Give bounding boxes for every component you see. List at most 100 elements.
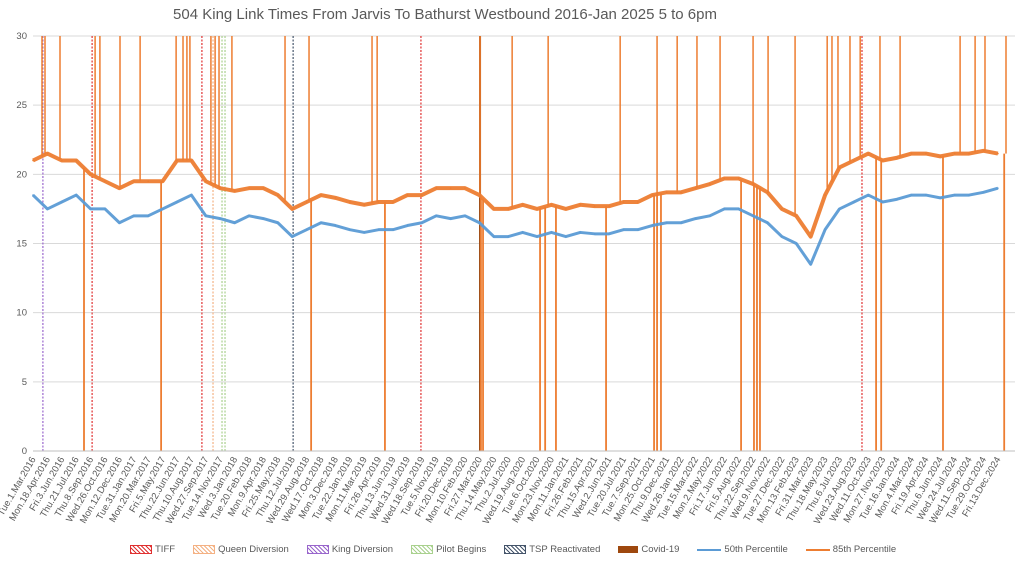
data-point [953,152,956,155]
data-point [622,228,625,231]
data-point [392,201,394,203]
data-point [881,201,884,203]
data-point [147,180,150,183]
data-point [377,201,380,203]
data-point [853,201,855,203]
data-point [464,215,466,217]
legend-item-pilot-begins: Pilot Begins [411,544,486,555]
data-point [536,208,538,210]
data-point [147,215,150,217]
data-point [809,263,812,266]
data-point [536,235,538,238]
data-point [248,187,250,189]
data-point [205,215,207,217]
data-point [349,228,351,231]
legend-item-covid-19: Covid-19 [618,544,679,555]
y-tick-label: 15 [16,239,27,250]
data-point [997,187,999,189]
data-point [781,208,783,210]
data-point [161,180,164,183]
data-point [565,208,567,210]
data-point [608,205,610,207]
data-point [478,194,481,196]
data-point [867,194,870,196]
legend-label: 85th Percentile [832,544,897,555]
data-point [421,221,423,224]
data-point [507,235,510,238]
data-point [896,156,898,159]
data-point [75,194,78,196]
data-point [896,198,898,201]
data-point [608,233,610,235]
data-point [953,194,956,196]
data-point [968,194,970,196]
data-point [809,235,812,238]
data-point [406,194,409,196]
data-point [334,224,337,227]
data-point [651,194,654,196]
data-point [593,205,596,207]
data-point [824,228,826,231]
series-line-85th-percentile [32,148,999,239]
data-point [363,203,366,206]
legend-label: 50th Percentile [724,544,788,555]
data-point [637,201,639,203]
legend-item-tsp-reactivated: TSP Reactivated [504,544,600,555]
data-point [593,233,596,235]
data-point [521,231,524,234]
data-point [982,191,985,194]
data-point [680,221,682,224]
y-tick-label: 10 [16,308,27,319]
legend-swatch [805,548,830,551]
data-point [881,159,884,162]
data-point [406,224,409,227]
data-point [694,187,697,189]
data-point [133,215,135,217]
legend-label: Queen Diversion [218,544,289,555]
data-point [320,194,322,196]
data-point [737,208,740,210]
data-point [910,194,913,196]
legend-label: Covid-19 [641,544,680,555]
legend-label: TIFF [155,544,176,555]
data-point [968,152,970,155]
legend-swatch [618,546,639,553]
legend-label: King Diversion [331,544,394,555]
y-tick-label: 0 [22,446,27,457]
y-tick-label: 30 [16,31,27,42]
data-point [449,217,452,220]
data-point [853,159,855,162]
data-point [766,191,769,194]
data-point [493,208,495,210]
data-point [781,235,783,238]
data-point [233,221,236,224]
data-point [723,177,726,180]
data-point [709,215,711,217]
data-point [233,190,236,192]
legend-item-king-diversion: King Diversion [306,544,394,555]
legend-label: Pilot Begins [436,544,487,555]
data-point [464,187,466,189]
data-point [665,221,668,224]
data-point [723,208,726,210]
data-point [262,187,265,189]
data-point [521,203,524,206]
data-point [334,197,337,199]
data-point [925,194,927,196]
data-point [61,159,63,162]
data-point [838,208,841,210]
data-point [190,159,193,162]
data-point [997,152,999,155]
data-point [262,217,265,220]
data-point [766,221,769,224]
data-point [579,231,582,234]
data-point [737,177,740,180]
legend-swatch [504,545,527,554]
data-point [248,215,250,217]
data-point [219,217,222,220]
data-point [377,228,380,231]
legend-item-50th-percentile: 50th Percentile [697,544,788,555]
data-point [75,159,78,162]
data-point [118,187,121,189]
